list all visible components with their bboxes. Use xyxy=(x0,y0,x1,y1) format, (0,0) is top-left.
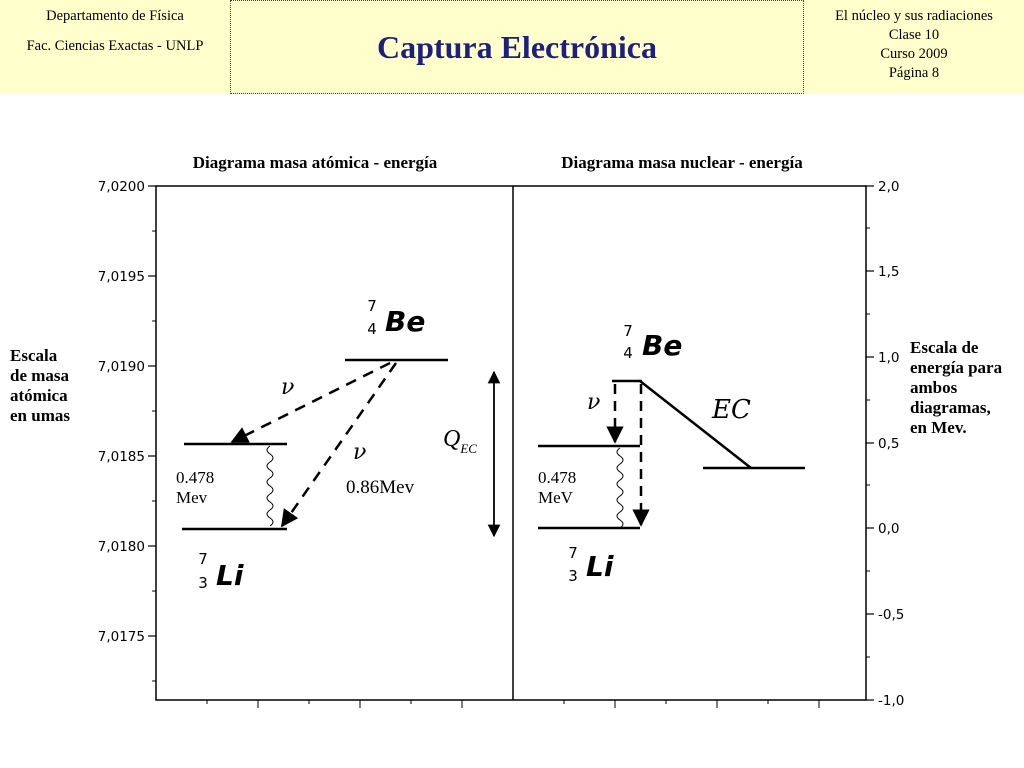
bottom-axis-ticks xyxy=(206,700,820,708)
be-symbol: Be xyxy=(385,305,425,338)
right-axis-minor-ticks xyxy=(866,227,870,658)
li-symbol: Li xyxy=(216,559,244,592)
atomic-diagram-title: Diagrama masa atómica - energía xyxy=(193,153,438,172)
ec-label: EC xyxy=(711,395,751,425)
qec-label: QEC xyxy=(443,426,477,456)
right-tick-label: 1,0 xyxy=(878,350,899,366)
gamma-energy-unit: MeV xyxy=(538,488,574,507)
page-title: Captura Electrónica xyxy=(377,29,657,65)
right-tick-label: 1,5 xyxy=(878,264,899,280)
li-atomic-number: 3 xyxy=(198,574,208,592)
li-atomic-number: 3 xyxy=(568,567,578,585)
left-tick-label: 7,0200 xyxy=(98,179,145,195)
neutrino-label: ν xyxy=(587,390,600,415)
left-tick-label: 7,0180 xyxy=(98,539,145,555)
faculty-label: Fac. Ciencias Exactas - UNLP xyxy=(26,38,204,54)
course-topic-label: El núcleo y sus radiaciones xyxy=(835,8,993,24)
q-value-label: 0.86Mev xyxy=(346,477,415,498)
right-axis-major-ticks xyxy=(866,185,874,701)
li-mass-number: 7 xyxy=(568,544,578,562)
li-isotope-label-nuclear: 7 3 Li xyxy=(568,544,614,585)
gamma-wave-nuclear xyxy=(616,447,624,529)
left-axis-major-ticks xyxy=(148,185,156,637)
li-symbol: Li xyxy=(586,550,614,583)
year-label: Curso 2009 xyxy=(880,46,948,62)
gamma-energy-value: 0.478 xyxy=(176,468,214,487)
department-label: Departamento de Física xyxy=(46,8,184,24)
ec-arrow-to-ground xyxy=(280,362,398,528)
right-tick-label: 2,0 xyxy=(878,179,899,195)
gamma-energy-value: 0.478 xyxy=(538,468,576,487)
page-number-label: Página 8 xyxy=(888,65,940,81)
header-right-box: El núcleo y sus radiaciones Clase 10 Cur… xyxy=(804,0,1024,94)
header-title-box: Captura Electrónica xyxy=(230,0,804,94)
left-tick-label: 7,0190 xyxy=(98,359,145,375)
right-tick-label: 0,0 xyxy=(878,521,899,537)
ec-arrow-to-excited xyxy=(230,361,391,444)
be-symbol: Be xyxy=(642,329,682,362)
right-tick-label: -0,5 xyxy=(878,607,904,623)
be-atomic-number: 4 xyxy=(623,344,633,362)
right-tick-label: -1,0 xyxy=(878,693,904,709)
be-mass-number: 7 xyxy=(367,297,377,315)
left-tick-label: 7,0175 xyxy=(98,629,145,645)
left-tick-label: 7,0195 xyxy=(98,269,145,285)
gamma-energy-unit: Mev xyxy=(176,488,208,507)
be-isotope-label-nuclear: 7 4 Be xyxy=(623,322,682,362)
be-isotope-label-atomic: 7 4 Be xyxy=(367,297,425,338)
left-axis-minor-ticks xyxy=(152,230,156,682)
ec-transition-line xyxy=(639,380,752,469)
left-scale-label: Escala de masa atómica en umas xyxy=(10,346,70,425)
li-mass-number: 7 xyxy=(198,550,208,568)
decay-diagram: Diagrama masa atómica - energía Diagrama… xyxy=(98,153,905,709)
li-isotope-label-atomic: 7 3 Li xyxy=(198,550,244,592)
class-label: Clase 10 xyxy=(888,27,940,43)
neutrino-label: ν xyxy=(281,375,294,400)
left-tick-label: 7,0185 xyxy=(98,449,145,465)
gamma-wave-atomic xyxy=(266,445,274,527)
right-scale-label: Escala de energía para ambos diagramas, … xyxy=(910,338,1003,437)
header-left-box: Departamento de Física Fac. Ciencias Exa… xyxy=(0,0,230,94)
right-tick-label: 0,5 xyxy=(878,436,899,452)
be-atomic-number: 4 xyxy=(367,320,377,338)
neutrino-label: ν xyxy=(353,440,366,465)
be-mass-number: 7 xyxy=(623,322,633,340)
nuclear-diagram-title: Diagrama masa nuclear - energía xyxy=(561,153,803,172)
